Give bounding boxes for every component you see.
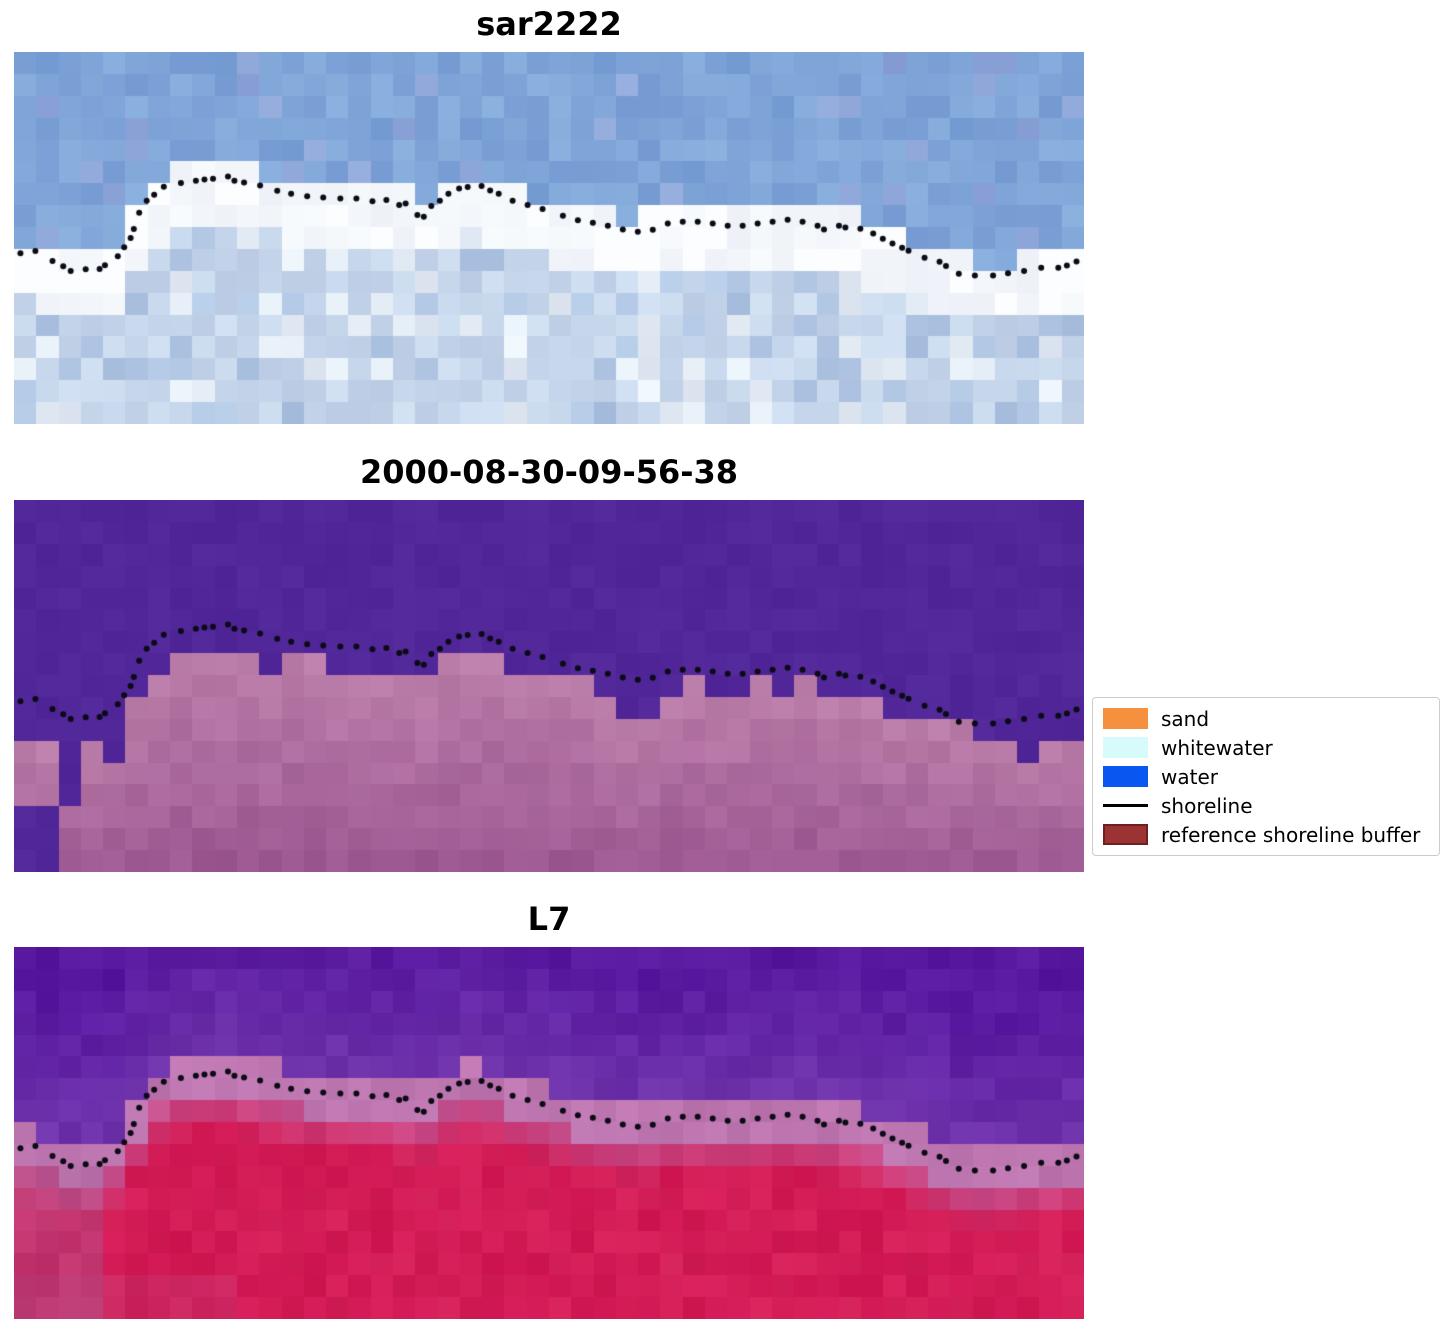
legend-label-whitewater: whitewater xyxy=(1161,735,1273,760)
shoreline-line-icon xyxy=(1103,804,1148,807)
legend-item-sand: sand xyxy=(1103,705,1429,732)
legend-item-shoreline: shoreline xyxy=(1103,792,1429,819)
whitewater-swatch-icon xyxy=(1103,737,1148,758)
legend-item-reference-buffer: reference shoreline buffer xyxy=(1103,821,1429,848)
classified-image-canvas xyxy=(14,500,1084,872)
panel-image-classified xyxy=(14,500,1084,872)
panel-image-sar2222 xyxy=(14,52,1084,424)
sar-image-canvas xyxy=(14,52,1084,424)
legend-label-sand: sand xyxy=(1161,706,1210,731)
legend-label-shoreline: shoreline xyxy=(1161,793,1253,818)
reference-buffer-swatch-icon xyxy=(1103,824,1148,845)
panel-title-date: 2000-08-30-09-56-38 xyxy=(359,453,739,491)
l7-image-canvas xyxy=(14,947,1084,1319)
panel-image-l7 xyxy=(14,947,1084,1319)
legend-item-whitewater: whitewater xyxy=(1103,734,1429,761)
panel-title-l7: L7 xyxy=(527,900,571,938)
panel-title-sar2222: sar2222 xyxy=(476,5,622,43)
legend-item-water: water xyxy=(1103,763,1429,790)
legend-label-water: water xyxy=(1161,764,1218,789)
legend: sand whitewater water shoreline referenc… xyxy=(1092,697,1440,856)
legend-label-reference-buffer: reference shoreline buffer xyxy=(1161,822,1421,847)
water-swatch-icon xyxy=(1103,766,1148,787)
sand-swatch-icon xyxy=(1103,708,1148,729)
